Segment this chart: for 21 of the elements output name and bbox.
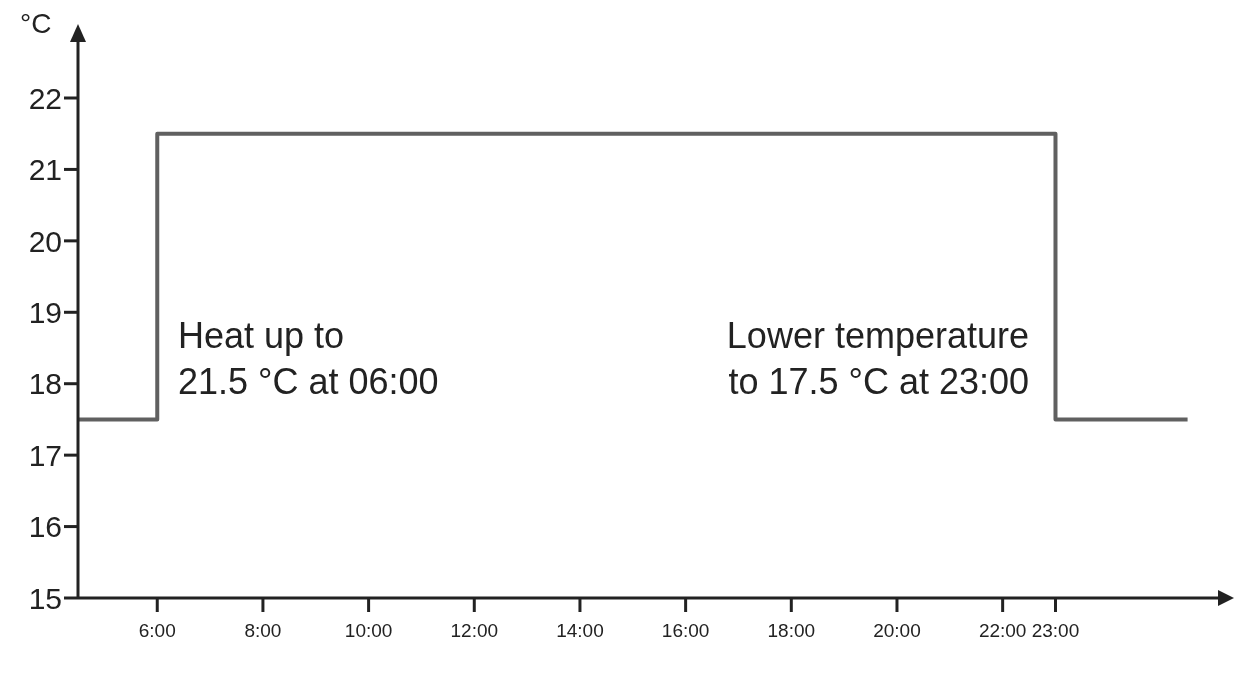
y-axis-title: °C bbox=[20, 8, 52, 40]
y-tick-label: 22 bbox=[28, 81, 62, 115]
x-tick-label: 18:00 bbox=[767, 620, 816, 642]
y-tick-label: 19 bbox=[28, 295, 62, 329]
x-tick-label: 16:00 bbox=[661, 620, 710, 642]
x-tick-label: 6:00 bbox=[138, 620, 176, 642]
y-tick-label: 15 bbox=[28, 581, 62, 615]
x-tick-label: 22:00 bbox=[978, 620, 1027, 642]
x-tick-label: 10:00 bbox=[344, 620, 393, 642]
y-tick-label: 16 bbox=[28, 510, 62, 544]
x-tick-label: 23:00 bbox=[1031, 620, 1080, 642]
y-tick-label: 20 bbox=[28, 224, 62, 258]
x-tick-label: 20:00 bbox=[873, 620, 921, 642]
y-tick-label: 18 bbox=[28, 367, 62, 401]
x-tick-label: 8:00 bbox=[244, 620, 282, 642]
annotation: Lower temperature to 17.5 °C at 23:00 bbox=[726, 314, 1029, 404]
x-tick-label: 14:00 bbox=[556, 620, 604, 642]
y-tick-label: 17 bbox=[28, 438, 62, 472]
annotation: Heat up to 21.5 °C at 06:00 bbox=[178, 314, 439, 404]
x-tick-label: 12:00 bbox=[450, 620, 499, 642]
y-tick-label: 21 bbox=[28, 153, 62, 187]
